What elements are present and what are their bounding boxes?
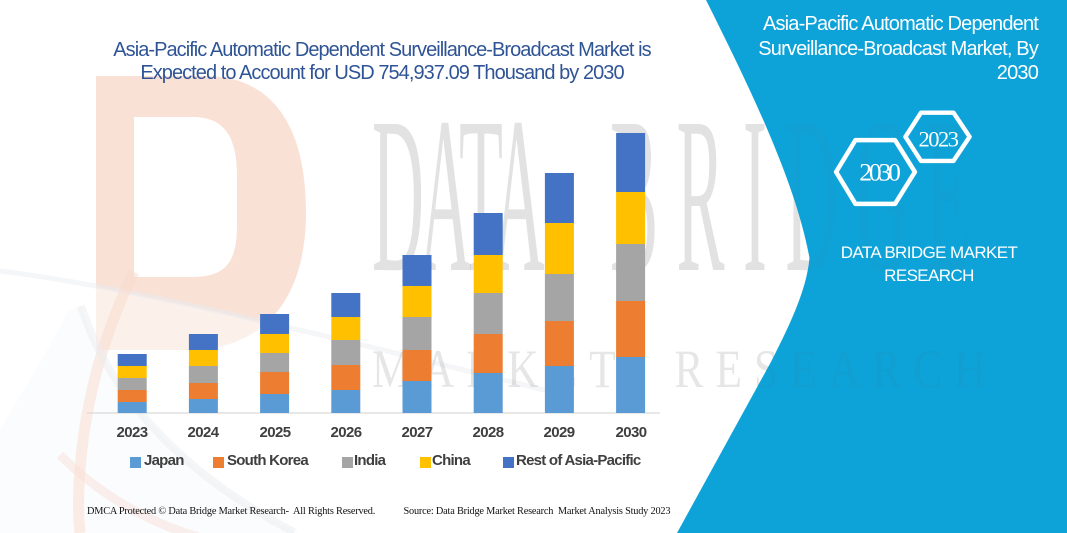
svg-text:2023: 2023 bbox=[919, 127, 959, 152]
svg-text:2030: 2030 bbox=[859, 157, 900, 186]
